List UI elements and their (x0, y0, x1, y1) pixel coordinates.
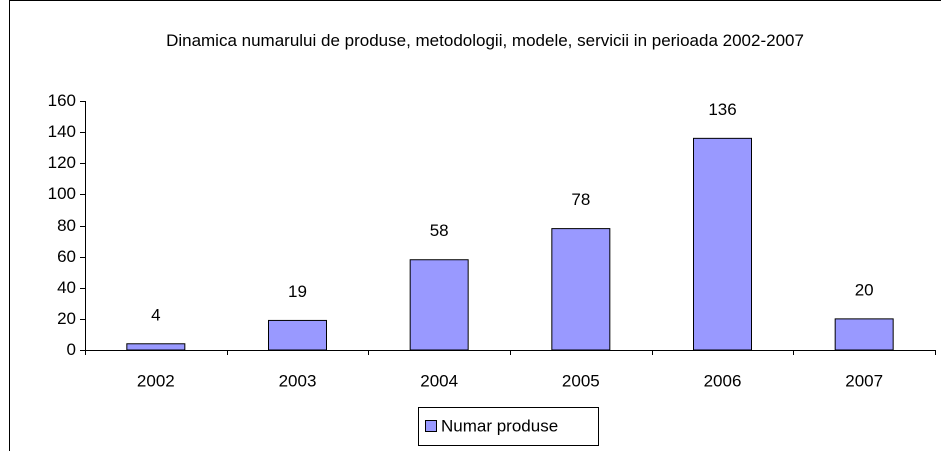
data-label: 19 (288, 282, 307, 301)
data-label: 78 (571, 190, 590, 209)
legend-swatch (425, 420, 437, 432)
y-tick-label: 120 (48, 153, 76, 172)
y-tick-label: 100 (48, 184, 76, 203)
bar (551, 228, 611, 351)
y-tick-label: 140 (48, 122, 76, 141)
x-tick-label: 2003 (279, 371, 317, 390)
bar (834, 318, 894, 351)
x-tick-label: 2007 (845, 371, 883, 390)
bar (693, 137, 752, 351)
legend-label: Numar produse (441, 416, 558, 435)
data-label: 136 (708, 100, 736, 119)
data-label: 58 (430, 221, 449, 240)
y-tick-label: 40 (57, 278, 76, 297)
x-tick-label: 2002 (137, 371, 175, 390)
bar (409, 259, 469, 351)
y-tick-label: 160 (48, 91, 76, 110)
bar (268, 319, 327, 351)
y-tick-label: 60 (57, 247, 76, 266)
bar (126, 343, 186, 351)
x-tick-label: 2005 (562, 371, 600, 390)
legend-box (418, 407, 599, 446)
x-tick-label: 2006 (704, 371, 742, 390)
chart-title: Dinamica numarului de produse, metodolog… (166, 31, 804, 50)
chart-border (9, 0, 941, 451)
data-label: 4 (151, 305, 160, 324)
y-tick-label: 80 (57, 216, 76, 235)
y-tick-label: 20 (57, 309, 76, 328)
y-tick-label: 0 (67, 340, 76, 359)
x-tick-label: 2004 (420, 371, 458, 390)
data-label: 20 (855, 280, 874, 299)
